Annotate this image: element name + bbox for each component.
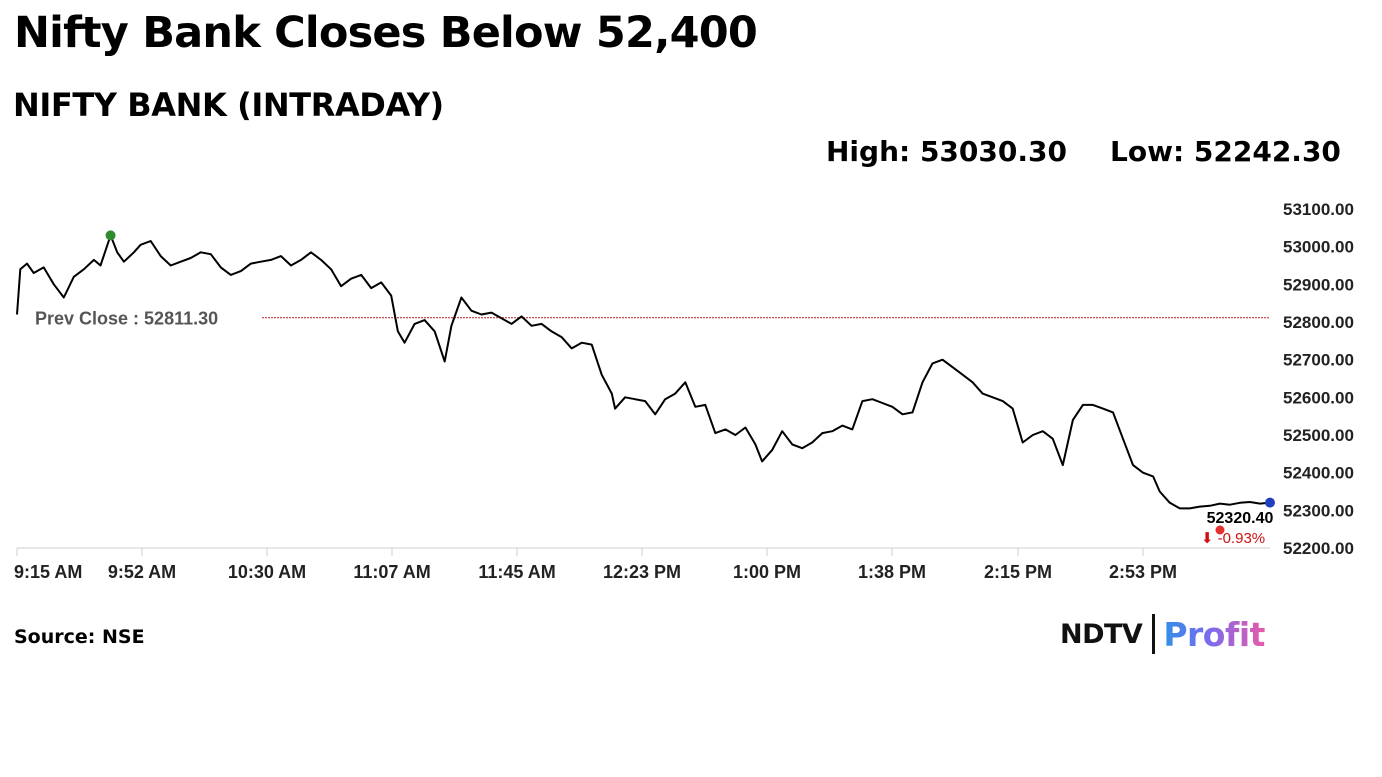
ndtv-profit-logo: NDTV Profit	[1060, 612, 1265, 656]
day-low-marker	[1215, 525, 1225, 535]
chart-title: NIFTY BANK (INTRADAY)	[13, 86, 444, 124]
y-tick-label: 53100.00	[1283, 200, 1354, 219]
y-tick-label: 52400.00	[1283, 464, 1354, 483]
x-tick-label: 11:07 AM	[353, 562, 430, 582]
x-tick-label: 11:45 AM	[478, 562, 555, 582]
x-tick-label: 10:30 AM	[228, 562, 306, 582]
y-tick-label: 52500.00	[1283, 426, 1354, 445]
price-line	[16, 234, 1271, 510]
source-note: Source: NSE	[14, 626, 145, 648]
change-label: ⬇ -0.93%	[1201, 530, 1265, 547]
x-tick-label: 2:53 PM	[1109, 562, 1177, 582]
low-label: Low: 52242.30	[1110, 135, 1341, 168]
x-tick-label: 9:15 AM	[14, 562, 82, 582]
y-tick-label: 52700.00	[1283, 351, 1354, 370]
y-tick-label: 52200.00	[1283, 539, 1354, 558]
logo-profit-text: Profit	[1163, 614, 1265, 654]
x-tick-label: 1:00 PM	[733, 562, 801, 582]
x-tick-label: 12:23 PM	[603, 562, 681, 582]
y-tick-label: 53000.00	[1283, 238, 1354, 257]
y-tick-label: 52600.00	[1283, 388, 1354, 407]
x-tick-label: 1:38 PM	[858, 562, 926, 582]
x-tick-label: 9:52 AM	[108, 562, 176, 582]
high-label: High: 53030.30	[826, 135, 1067, 168]
logo-ndtv-text: NDTV	[1060, 618, 1143, 650]
prev-close-label: Prev Close : 52811.30	[35, 309, 218, 329]
y-tick-label: 52900.00	[1283, 275, 1354, 294]
headline: Nifty Bank Closes Below 52,400	[14, 8, 758, 58]
day-high-marker	[105, 230, 116, 241]
y-tick-label: 52800.00	[1283, 313, 1354, 332]
last-price-marker	[1265, 497, 1275, 508]
intraday-line-chart: 9:15 AM 9:52 AM 10:30 AM 11:07 AM 11:45 AM 12…	[14, 200, 1354, 582]
x-tick-label: 2:15 PM	[984, 562, 1052, 582]
y-tick-label: 52300.00	[1283, 501, 1354, 520]
logo-divider	[1152, 614, 1156, 654]
last-value-label: 52320.40	[1207, 510, 1274, 527]
